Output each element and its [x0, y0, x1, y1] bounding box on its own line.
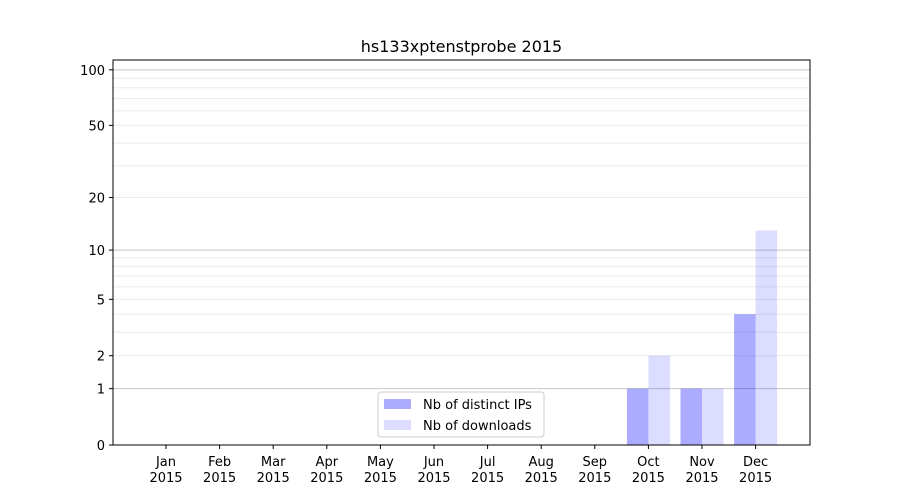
x-tick-label: Jul 2015	[471, 455, 504, 486]
y-tick-label: 10	[88, 244, 105, 259]
plot-frame	[112, 59, 811, 446]
y-tick-label: 2	[97, 350, 105, 365]
y-tick-label: 20	[88, 192, 105, 207]
bar-distinct-ips	[734, 314, 756, 445]
chart-title: hs133xptenstprobe 2015	[361, 37, 562, 56]
x-tick-label: Apr 2015	[310, 455, 343, 486]
legend: Nb of distinct IPs Nb of downloads	[377, 391, 545, 438]
x-tick-label: Dec 2015	[739, 455, 772, 486]
x-tick-label: Jan 2015	[149, 455, 182, 486]
bar-downloads	[702, 388, 724, 445]
y-tick-label: 1	[97, 383, 105, 398]
legend-swatch	[384, 420, 411, 430]
bar-distinct-ips	[680, 388, 702, 445]
x-tick-label: Jun 2015	[417, 455, 450, 486]
bar-downloads	[755, 230, 778, 445]
bar-downloads	[648, 355, 670, 445]
y-tick-label: 50	[88, 119, 105, 134]
x-tick-label: Oct 2015	[632, 455, 665, 486]
y-tick-label: 100	[80, 64, 105, 79]
x-tick-label: Feb 2015	[203, 455, 236, 486]
y-tick-label: 0	[97, 439, 105, 454]
x-tick-label: Nov 2015	[685, 455, 718, 486]
x-tick-label: Aug 2015	[525, 455, 558, 486]
legend-swatch	[384, 399, 411, 409]
x-tick-label: May 2015	[364, 455, 397, 486]
legend-label: Nb of downloads	[423, 419, 532, 434]
legend-label: Nb of distinct IPs	[423, 398, 532, 413]
x-tick-label: Sep 2015	[578, 455, 611, 486]
y-tick-label: 5	[97, 293, 105, 308]
bar-distinct-ips	[626, 388, 649, 445]
x-tick-label: Mar 2015	[257, 455, 290, 486]
